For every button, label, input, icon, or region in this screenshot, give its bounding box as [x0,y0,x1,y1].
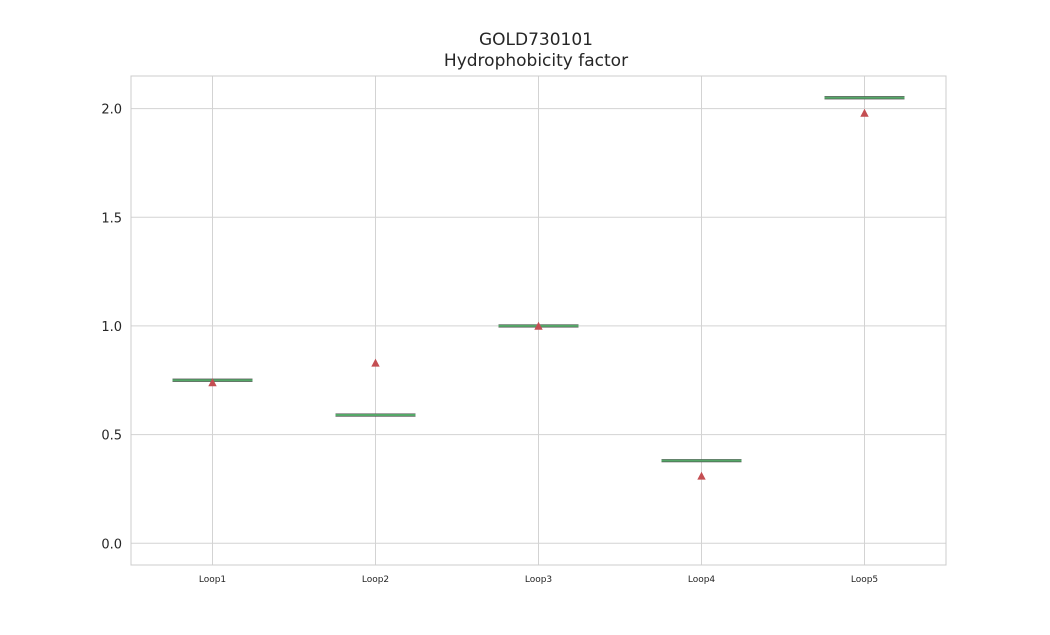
mean-marker [697,471,706,480]
mean-marker [534,321,543,330]
mean-marker [371,358,380,367]
chart-title: GOLD730101 [478,30,593,50]
x-tick-label: Loop4 [688,575,716,585]
x-tick-label: Loop3 [525,575,552,585]
y-tick-label: 1.0 [101,320,122,335]
x-tick-label: Loop5 [851,575,878,585]
y-tick-label: 1.5 [101,211,122,226]
mean-marker [860,108,869,117]
chart-subtitle: Hydrophobicity factor [443,51,629,71]
y-tick-label: 0.0 [101,537,122,552]
y-tick-label: 0.5 [101,429,122,444]
y-tick-label: 2.0 [101,103,122,118]
x-tick-label: Loop2 [362,575,389,585]
plot-frame [130,75,947,566]
x-tick-label: Loop1 [199,575,226,585]
mean-marker [208,378,217,387]
